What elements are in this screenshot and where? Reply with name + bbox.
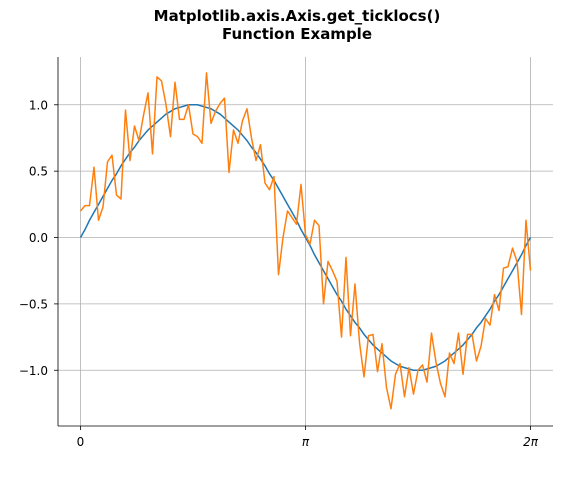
chart-title-line-1: Matplotlib.axis.Axis.get_ticklocs() (154, 7, 441, 25)
y-tick-label-3: −0.5 (19, 297, 48, 311)
y-tick-label-0: 1.0 (29, 98, 48, 112)
chart-title-line-2: Function Example (222, 25, 372, 43)
tick-layer: 0 π 2π 1.0 0.5 0.0 −0.5 −1.0 (19, 98, 539, 449)
x-tick-label-2: 2π (523, 435, 539, 449)
series-line-2 (79, 72, 532, 410)
grid-layer (58, 57, 553, 426)
y-tick-label-2: 0.0 (29, 231, 48, 245)
y-tick-label-1: 0.5 (29, 165, 48, 179)
y-tick-label-4: −1.0 (19, 364, 48, 378)
series-layer (79, 72, 532, 410)
x-tick-label-1: π (302, 435, 310, 449)
x-tick-label-0: 0 (77, 435, 85, 449)
